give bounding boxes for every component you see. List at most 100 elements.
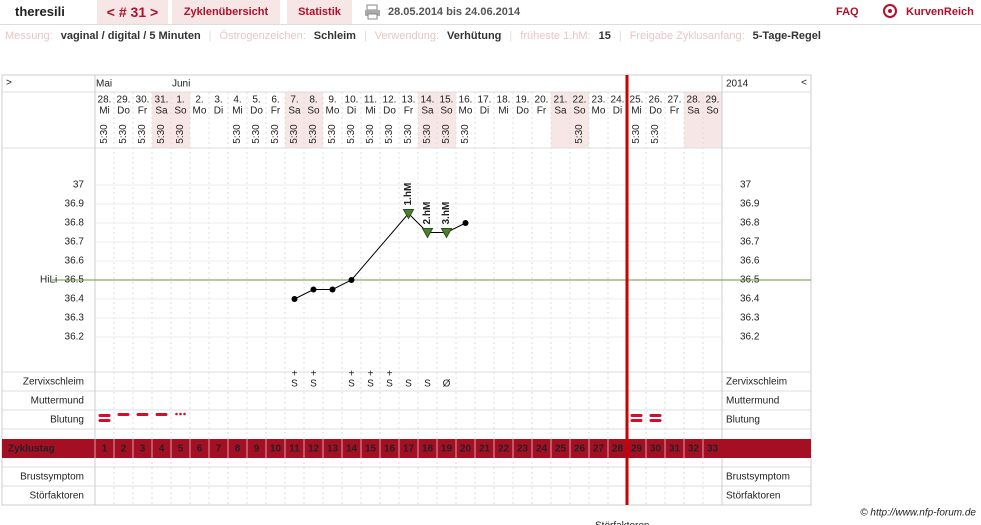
measure-time: 5:30 [251,124,262,144]
cycle-nav[interactable]: < # 31 > [97,0,168,24]
weekday: Fr [271,106,281,117]
mucus-sign: S [405,379,412,390]
logo-icon [883,4,897,18]
weekday: Di [214,106,223,117]
row-label-right: Brustsymptom [726,472,790,483]
bleed-mark [649,419,662,422]
weekday: So [573,106,586,117]
weekday: Mo [193,106,207,117]
y-tick-label: 36.3 [65,313,85,324]
measure-time: 5:30 [175,124,186,144]
cycle-day-number: 4 [159,444,165,455]
month-label: Juni [172,79,190,90]
day-number: 24. [611,95,625,106]
weekend-shade [418,92,437,148]
bleed-mark [183,412,186,416]
measure-time: 5:30 [118,124,129,144]
row-label-right: Muttermund [726,396,779,407]
cycle-day-number: 20 [460,444,472,455]
weekday: Sa [421,106,434,117]
day-number: 23. [592,95,606,106]
day-number: 11. [364,95,377,106]
faq-link[interactable]: FAQ [836,6,859,18]
cycle-day-label: Zyklustag [8,444,55,455]
temperature-point [348,277,355,283]
mucus-plus: + [292,369,298,380]
measure-time: 5:30 [327,124,338,144]
weekday: So [706,106,719,117]
setting-label: Messung: [5,30,53,42]
weekday: Mi [365,106,376,117]
cycle-day-number: 5 [178,444,184,455]
weekday: Di [347,106,356,117]
measure-time: 5:30 [574,124,585,144]
tab[interactable]: Statistik [287,0,352,24]
day-number: 28. [98,95,112,106]
row-label: Zervixschleim [23,377,84,388]
day-number: 4. [233,95,241,106]
mucus-sign: S [348,379,355,390]
day-number: 29. [117,95,131,106]
separator: | [208,30,212,42]
weekday: Mi [498,106,509,117]
weekday: Do [383,106,396,117]
cycle-day-number: 12 [308,444,320,455]
day-number: 12. [383,95,397,106]
temperature-point [329,286,336,293]
cycle-day-number: 30 [650,444,662,455]
weekday: Sa [554,106,567,117]
day-number: 31. [155,95,169,106]
tab[interactable]: Zyklenübersicht [172,0,280,24]
day-number: 19. [516,95,530,106]
print-icon[interactable] [364,4,382,20]
cycle-day-number: 2 [121,444,127,455]
day-number: 17. [478,95,492,106]
temperature-point [291,296,298,302]
weekday: Di [613,106,622,117]
measure-time: 5:30 [270,124,281,144]
divider [0,24,981,25]
bleed-mark [136,413,149,416]
weekday: So [174,106,187,117]
y-tick-label-right: 37 [740,180,752,191]
y-tick-label-right: 36.6 [740,256,760,267]
peak-label: 3.hM [441,202,452,225]
measure-time: 5:30 [156,124,167,144]
y-tick-label-right: 36.2 [740,332,760,343]
row-label-right: Zervixschleim [726,377,787,388]
y-tick-label-right: 36.3 [740,313,760,324]
measure-time: 5:30 [441,124,452,144]
copyright: © http://www.nfp-forum.de [860,508,976,519]
mucus-plus: + [387,369,393,380]
y-tick-label-right: 36.8 [740,218,760,229]
bleed-mark [117,413,130,416]
y-tick-label: 36.9 [65,199,85,210]
day-number: 29. [706,95,720,106]
cycle-day-number: 18 [422,444,434,455]
weekday: Do [117,106,130,117]
weekday: Sa [687,106,700,117]
day-number: 28. [687,95,701,106]
setting-value: Schleim [313,30,356,42]
weekday: Fr [670,106,680,117]
weekend-shade [304,92,323,148]
measure-time: 5:30 [631,124,642,144]
bleed-mark [98,414,111,417]
measure-time: 5:30 [232,124,243,144]
weekend-shade [684,92,703,148]
y-tick-label-right: 36.4 [740,294,760,305]
weekend-shade [285,92,304,148]
cycle-day-number: 27 [593,444,605,455]
mucus-sign: Ø [443,379,451,390]
settings-row: Messung: vaginal / digital / 5 Minuten | Ös… [5,28,821,44]
logo-text: KurvenReich [906,6,974,18]
cycle-day-number: 14 [346,444,358,455]
cycle-day-number: 19 [441,444,453,455]
measure-time: 5:30 [308,124,319,144]
weekday: Fr [537,106,547,117]
weekday: Mi [631,106,642,117]
day-number: 27. [668,95,682,106]
day-number: 14. [421,95,435,106]
coverline-label: HiLi [40,275,57,286]
cycle-day-number: 17 [403,444,415,455]
